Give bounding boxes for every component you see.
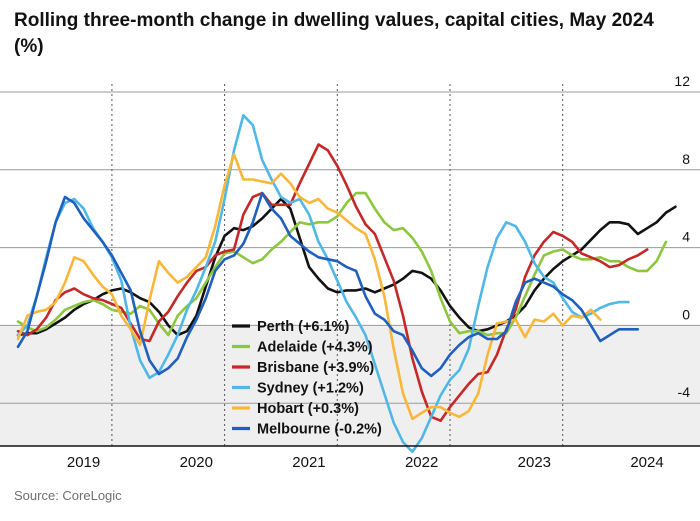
series-line: [16, 152, 602, 421]
source-note: Source: CoreLogic: [14, 488, 122, 503]
chart-title: Rolling three-month change in dwelling v…: [14, 10, 654, 57]
legend-label: Adelaide (+4.3%): [257, 340, 373, 356]
legend-label: Melbourne (-0.2%): [257, 422, 382, 438]
x-tick-label: 2024: [630, 454, 663, 471]
x-tick-label: 2019: [67, 454, 100, 471]
y-tick-label: 12: [674, 73, 690, 89]
y-tick-label: 8: [682, 151, 690, 167]
x-tick-label: 2023: [518, 454, 551, 471]
series-line: [16, 197, 677, 337]
x-tick-label: 2021: [292, 454, 325, 471]
y-tick-label: 0: [682, 306, 690, 322]
x-tick-label: 2022: [405, 454, 438, 471]
series-line: [16, 114, 630, 454]
series-line: [16, 191, 668, 337]
legend-label: Hobart (+0.3%): [257, 401, 359, 417]
x-tick-label: 2020: [180, 454, 213, 471]
negative-region-shade: [0, 325, 700, 446]
legend-label: Perth (+6.1%): [257, 319, 349, 335]
series-line: [16, 143, 649, 423]
series-line: [16, 191, 640, 378]
y-tick-label: 4: [682, 229, 690, 245]
legend-label: Sydney (+1.2%): [257, 381, 364, 397]
y-tick-label: -4: [678, 384, 691, 400]
legend-label: Brisbane (+3.9%): [257, 360, 374, 376]
